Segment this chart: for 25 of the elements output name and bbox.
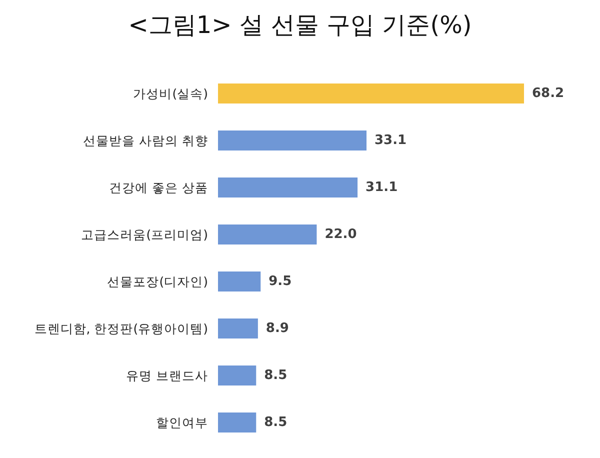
bar bbox=[218, 84, 524, 104]
bar bbox=[218, 318, 258, 338]
data-label: 33.1 bbox=[374, 133, 407, 148]
bar bbox=[218, 178, 358, 198]
bar bbox=[218, 366, 256, 386]
data-label: 8.5 bbox=[264, 415, 288, 430]
bar bbox=[218, 272, 261, 292]
bar bbox=[218, 130, 367, 150]
y-tick-label: 건강에 좋은 상품 bbox=[109, 180, 208, 195]
bar bbox=[218, 412, 256, 432]
y-tick-label: 유명 브랜드사 bbox=[126, 368, 208, 383]
data-label: 31.1 bbox=[366, 180, 398, 195]
y-tick-label: 할인여부 bbox=[156, 415, 208, 430]
y-tick-label: 가성비(실속) bbox=[133, 86, 208, 101]
y-tick-label: 선물포장(디자인) bbox=[107, 274, 208, 289]
data-label: 8.9 bbox=[266, 321, 289, 336]
y-tick-label: 선물받을 사람의 취향 bbox=[83, 133, 208, 148]
chart-title: <그림1> 설 선물 구입 기준(%) bbox=[128, 11, 472, 39]
y-tick-label: 트렌디함, 한정판(유행아이템) bbox=[34, 321, 208, 336]
data-label: 8.5 bbox=[264, 368, 288, 383]
data-label: 68.2 bbox=[532, 86, 564, 101]
y-tick-label: 고급스러움(프리미엄) bbox=[81, 227, 208, 242]
bar bbox=[218, 224, 317, 244]
data-label: 9.5 bbox=[268, 274, 292, 289]
data-label: 22.0 bbox=[324, 227, 357, 242]
